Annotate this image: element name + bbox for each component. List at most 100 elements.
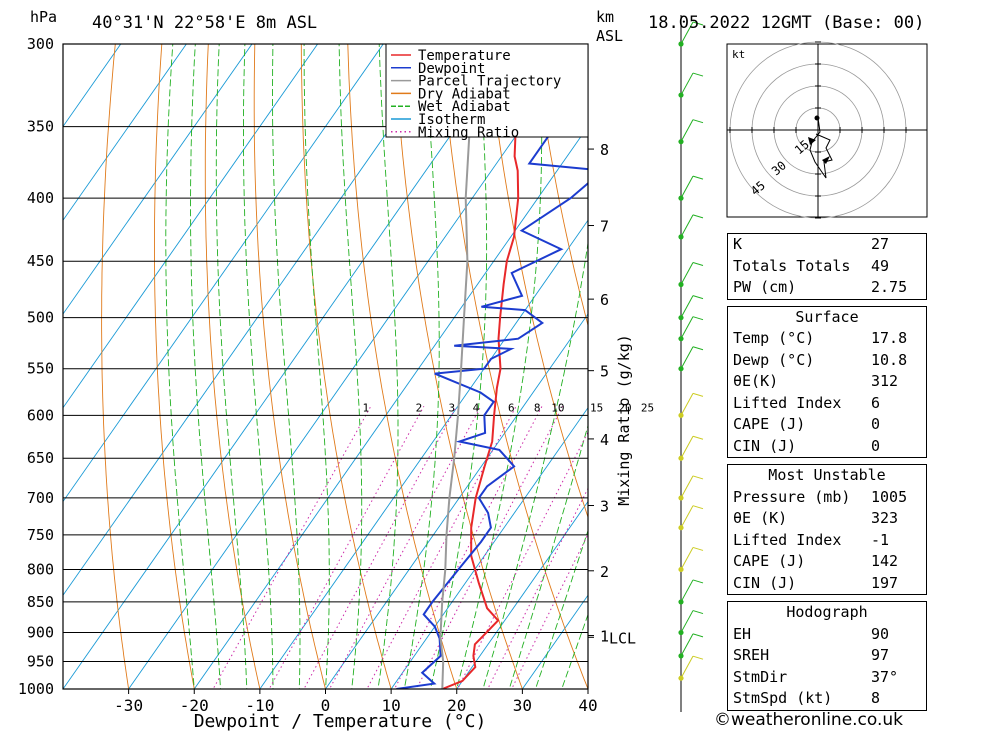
index-value: 27 (871, 235, 890, 253)
wind-barb (680, 72, 694, 96)
temperature-tick-label: 30 (513, 696, 532, 715)
dry-adiabat (440, 44, 588, 689)
isotherm (324, 313, 588, 689)
dry-adiabat (101, 44, 130, 689)
wind-barb-flag (692, 633, 704, 638)
dry-adiabat (154, 44, 195, 689)
dry-adiabat (300, 44, 392, 689)
km-tick-label: 5 (600, 363, 609, 381)
mixing-ratio-line (511, 533, 588, 689)
legend-label: Temperature (418, 48, 511, 64)
temperature-tick-label: 0 (321, 696, 331, 715)
dry-adiabat (486, 44, 588, 519)
unstable-value: 142 (871, 552, 899, 570)
isotherm (390, 406, 588, 689)
pressure-tick-label: 650 (27, 449, 54, 467)
storm-motion-marker (822, 156, 830, 164)
km-tick-label: 1 (600, 628, 609, 646)
surface-row: CIN (J) 0 (728, 436, 926, 458)
hodo-row: SREH 97 (728, 645, 926, 667)
km-tick-label: 6 (600, 291, 609, 309)
mixing-ratio-label: 8 (534, 401, 541, 414)
wind-barb (680, 262, 694, 285)
hodo-value: 90 (871, 624, 890, 643)
wind-barb-flag (692, 475, 704, 480)
mixing-ratio-label: 1 (362, 401, 369, 414)
index-value: 2.75 (871, 278, 908, 296)
wind-barb-flag (692, 262, 704, 266)
left-unit-label: hPa (30, 8, 57, 26)
legend-label: Mixing Ratio (418, 125, 519, 141)
temperature-tick-label: 40 (578, 696, 597, 715)
mixing-ratio-label: 4 (473, 401, 480, 414)
mixing-ratio-label: 15 (590, 401, 603, 414)
location-title: 40°31'N 22°58'E 8m ASL (92, 13, 317, 33)
wind-barb (680, 175, 694, 199)
wind-barb-flag (692, 214, 704, 219)
mixing-ratio-line (212, 406, 372, 689)
pressure-tick-label: 700 (27, 489, 54, 507)
surface-row: Temp (°C) 17.8 (728, 328, 926, 350)
wind-barb (680, 393, 694, 416)
hodograph-point (814, 115, 820, 121)
wet-adiabat (403, 44, 440, 689)
wind-barb (680, 505, 694, 528)
wind-barb (680, 214, 694, 238)
wind-barb-flag (692, 579, 704, 584)
surface-row: θE(K) 312 (728, 371, 926, 393)
wet-adiabat (456, 44, 543, 689)
unstable-label: CAPE (J) (733, 552, 806, 570)
dry-adiabat (253, 44, 326, 689)
wet-adiabat (215, 44, 248, 689)
pressure-tick-label: 400 (27, 189, 54, 207)
pressure-tick-label: 800 (27, 560, 54, 578)
pressure-tick-label: 950 (27, 653, 54, 671)
wind-barb (680, 295, 694, 318)
mixing-ratio-label: 6 (508, 401, 515, 414)
wind-level-dot (678, 566, 684, 573)
wind-barb (680, 475, 694, 499)
legend-label: Isotherm (418, 112, 485, 128)
hodograph-unit: kt (732, 48, 745, 61)
surface-value: 10.8 (871, 350, 908, 369)
wind-barb-flag (692, 72, 704, 77)
wind-barb (680, 346, 694, 369)
mixing-ratio-label: 3 (448, 401, 455, 414)
wind-barb (680, 119, 694, 142)
pressure-tick-label: 350 (27, 118, 54, 136)
pressure-tick-label: 750 (27, 526, 54, 544)
wet-adiabat (508, 423, 588, 689)
surface-value: 0 (871, 436, 881, 455)
surface-label: CAPE (J) (733, 415, 806, 433)
temperature-tick-label: 10 (381, 696, 400, 715)
unstable-label: Pressure (mb) (733, 487, 851, 506)
unstable-label: Lifted Index (733, 530, 842, 549)
wet-adiabat (190, 44, 221, 689)
km-tick-label: 2 (600, 563, 609, 581)
wet-adiabat (303, 44, 330, 689)
isotherm (0, 7, 15, 715)
surface-value: 6 (871, 393, 881, 412)
wind-barb-flag (692, 119, 704, 124)
hodo-label: StmSpd (kt) (733, 689, 833, 707)
background-lines (0, 7, 588, 715)
unstable-row: θE (K) 323 (728, 508, 926, 530)
km-unit-label: km (596, 8, 614, 26)
pressure-tick-label: 600 (27, 406, 54, 424)
unstable-row: Lifted Index -1 (728, 530, 926, 552)
hodo-row: StmSpd (kt) 8 (728, 688, 926, 710)
hodograph-title: Hodograph (786, 603, 868, 621)
wind-barb (680, 579, 694, 603)
asl-unit-label: ASL (596, 27, 623, 45)
index-row: PW (cm) 2.75 (728, 277, 926, 299)
indices-box: K 27 Totals Totals 49 PW (cm) 2.75 (727, 233, 927, 300)
isotherm (63, 44, 122, 128)
wet-adiabat (272, 44, 301, 689)
wind-barb-flag (692, 435, 704, 440)
wind-barb-flag (692, 610, 704, 615)
wind-barb (680, 435, 694, 459)
surface-label: Lifted Index (733, 393, 842, 412)
hodo-value: 37° (871, 667, 899, 686)
temperature-tick-label: -20 (180, 696, 209, 715)
km-tick-label: 8 (600, 141, 609, 159)
